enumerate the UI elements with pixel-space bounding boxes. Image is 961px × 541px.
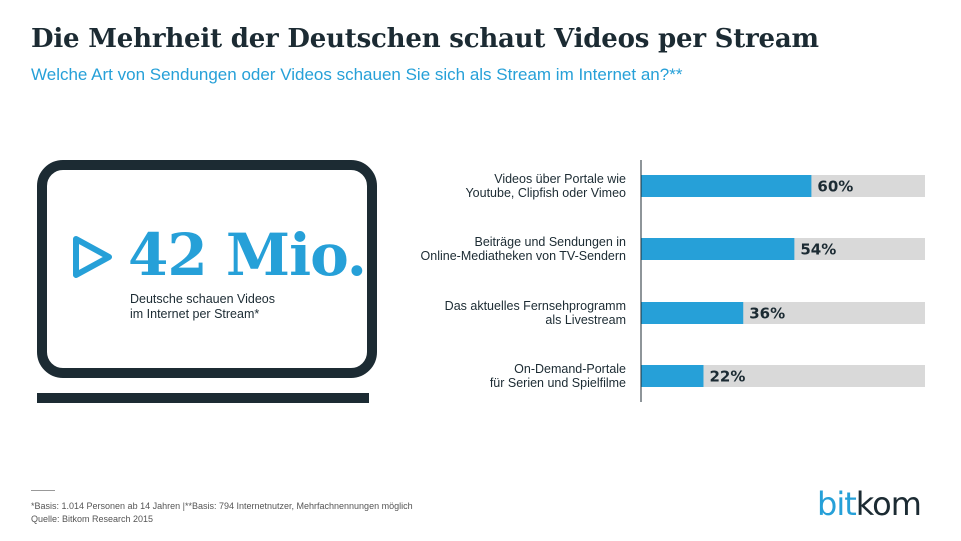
category-label-line: On-Demand-Portale xyxy=(514,362,626,376)
footnote-basis: *Basis: 1.014 Personen ab 14 Jahren |**B… xyxy=(31,501,413,511)
value-label: 22% xyxy=(709,368,745,386)
category-label-line: als Livestream xyxy=(545,313,626,327)
value-label: 36% xyxy=(749,305,785,323)
play-icon xyxy=(73,236,112,278)
logo-part-bit: bit xyxy=(817,485,857,523)
bar xyxy=(641,175,812,197)
footnote-divider xyxy=(31,490,55,491)
highlight-number: 42 Mio. xyxy=(128,221,367,289)
logo-part-kom: kom xyxy=(855,485,922,523)
footnote: *Basis: 1.014 Personen ab 14 Jahren |**B… xyxy=(31,500,413,526)
bar xyxy=(641,365,704,387)
highlight-caption: Deutsche schauen Videos im Internet per … xyxy=(130,292,330,322)
value-label: 54% xyxy=(800,241,836,259)
category-label: Das aktuelles Fernsehprogramm als Livestr… xyxy=(445,299,626,327)
highlight-caption-line: im Internet per Stream* xyxy=(130,307,260,321)
highlight-caption-line: Deutsche schauen Videos xyxy=(130,292,276,306)
category-label-line: Das aktuelles Fernsehprogramm xyxy=(445,299,626,313)
category-label: On-Demand-Portale für Serien und Spielfil… xyxy=(490,362,626,390)
monitor-icon xyxy=(37,160,377,378)
monitor-stand-icon xyxy=(37,393,369,403)
category-label-line: Online-Mediatheken von TV-Sendern xyxy=(421,249,626,263)
value-label: 60% xyxy=(817,178,853,196)
bar-track xyxy=(641,365,925,387)
page-subtitle: Welche Art von Sendungen oder Videos sch… xyxy=(31,65,683,84)
category-label: Videos über Portale wie Youtube, Clipfish… xyxy=(465,172,626,200)
bar xyxy=(641,238,795,260)
category-label: Beiträge und Sendungen in Online-Mediathe… xyxy=(421,235,626,263)
bitkom-logo: bitkom xyxy=(817,484,922,524)
footnote-source: Quelle: Bitkom Research 2015 xyxy=(31,514,154,524)
category-label-line: Youtube, Clipfish oder Vimeo xyxy=(465,186,626,200)
page-title: Die Mehrheit der Deutschen schaut Videos… xyxy=(31,24,819,54)
category-label-line: für Serien und Spielfilme xyxy=(490,376,626,390)
category-label-line: Videos über Portale wie xyxy=(494,172,626,186)
bar xyxy=(641,302,744,324)
category-label-line: Beiträge und Sendungen in xyxy=(474,235,626,249)
